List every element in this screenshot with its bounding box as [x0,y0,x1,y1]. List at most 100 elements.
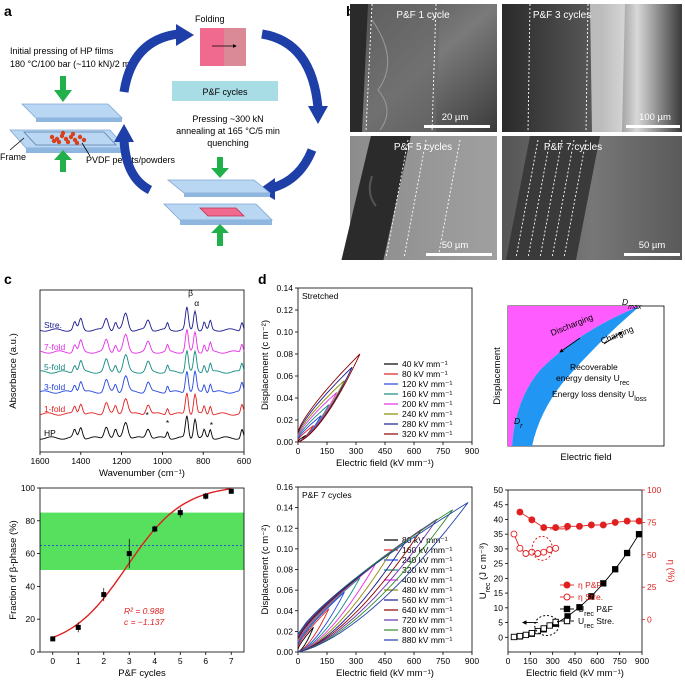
beta-ytick-label: 80 [26,516,36,526]
frame-leader [9,137,25,151]
cycle-arrowhead-bottom-right-icon [258,178,275,200]
initial-pressing-line2: 180 °C/100 bar (~110 kN)/2 min [10,59,137,69]
schem-recoverable-line2: energy density Urec [556,373,630,387]
ftir-series-line [39,369,245,394]
ftir-series-label: Stre. [44,320,62,330]
energy-ytick-left-label: 20 [494,573,504,583]
energy-legend-label: Urec Stre. [578,616,614,630]
energy-point [540,548,548,556]
de2-loop [297,608,330,653]
de2-loop [297,626,314,653]
energy-point [588,593,595,600]
schem-recoverable-area [508,306,640,446]
initial-pressing-line1: Initial pressing of HP films [10,46,114,56]
beta-fit-r2: R² = 0.988 [124,606,164,616]
de2-legend-label: 640 kV mm⁻¹ [402,605,452,615]
press2-bottom-plate-edge [180,220,272,225]
energy-ytick-left-label: 10 [494,603,504,613]
de2-ytick-label: 0.04 [276,606,293,616]
energy-ytick-left-label: 25 [494,559,504,569]
energy-xtick-label: 900 [635,656,649,666]
sem-4-scalebar [624,253,680,256]
ftir-series-label: 5-fold [44,362,66,372]
sem-2-title: P&F 3 cycles [533,10,591,21]
sem-2-scale: 100 µm [639,112,671,123]
energy-ytick-right-label: 25 [647,582,657,592]
energy-xtick-label: 0 [506,656,511,666]
ftir-annotation: * [145,410,149,420]
energy-point [587,521,595,529]
energy-eta-ellipse [531,535,553,561]
energy-legend-marker [563,581,571,589]
energy-point [528,629,535,637]
energy-point [635,517,643,525]
de2-loop [297,577,361,653]
sem-1-title: P&F 1 cycle [396,10,450,21]
sem-image-1: P&F 1 cycle 20 µm [350,3,497,133]
beta-point [228,488,234,494]
beta-xtick-label: 1 [76,656,81,666]
beta-xtick-label: 5 [178,656,183,666]
beta-ytick-label: 100 [21,483,35,493]
de1-xlabel: Electric field (kV mm⁻¹) [336,458,434,469]
de1-legend-label: 280 kV mm⁻¹ [402,419,452,429]
schem-xlabel: Electric field [560,452,611,463]
de2-ytick-label: 0.14 [276,503,293,513]
de1-ytick-label: 0.00 [276,437,293,447]
de1-ytick-label: 0.06 [276,371,293,381]
beta-xtick-label: 6 [203,656,208,666]
de1-xtick-label: 600 [407,446,421,456]
de2-ytick-label: 0.16 [276,482,293,492]
panel-b: b P&F 1 cycle 20 µm P&F 3 cycles 100 µm [341,3,682,260]
energy-point [546,622,553,629]
de2-legend-label: 800 kV mm⁻¹ [402,625,452,635]
energy-point [623,517,631,525]
energy-point [516,508,524,516]
cycle-arrowhead-top-left-icon [176,24,194,46]
de1-legend-label: 120 kV mm⁻¹ [402,379,452,389]
de2-loop [297,591,345,653]
sem-3-scale: 50 µm [442,240,469,251]
de2-ytick-label: 0.10 [276,544,293,554]
ftir-xtick-label: 1600 [31,456,50,466]
de1-legend-label: 240 kV mm⁻¹ [402,409,452,419]
press2-top-plate-edge [184,193,270,197]
beta-frame [39,487,245,653]
sem-2-scalebar [626,125,680,128]
sem-3-title: P&F 5 cycles [394,142,452,153]
ftir-series-label: 7-fold [44,342,66,352]
energy-xtick-label: 750 [613,656,627,666]
energy-ytick-left-label: 15 [494,588,504,598]
energy-point [564,522,572,530]
ftir-series-line [39,329,245,354]
top-plate-edge [36,118,122,122]
beta-ytick-label: 40 [26,581,36,591]
de2-ytick-label: 0.06 [276,585,293,595]
beta-xtick-label: 0 [50,656,55,666]
energy-legend-label: η Stre. [578,592,603,602]
energy-point [510,530,518,538]
beta-point [101,592,107,598]
energy-legend-marker [563,605,571,613]
energy-point [516,632,524,640]
de2-legend-label: 560 kV mm⁻¹ [402,595,452,605]
ftir-xtick-label: 1200 [112,456,131,466]
frame-outline [23,131,117,146]
sem-3-scalebar [426,253,492,256]
energy-point [623,549,631,557]
ftir-annotation: * [166,418,170,428]
panel-d-label: d [258,271,267,287]
energy-ytick-left-label: 30 [494,544,504,554]
cycle-arrowhead-top-right-icon [308,106,328,124]
sem-1-scalebar [424,125,490,128]
beta-ytick-label: 60 [26,549,36,559]
de2-legend-label: 320 kV mm⁻¹ [402,565,452,575]
ftir-xlabel: Wavenumber (cm⁻¹) [99,468,185,479]
de1-ylabel: Displacement (c m⁻²) [260,320,271,410]
energy-point [611,518,619,526]
ftir-series-line [40,415,245,440]
cycle-arrow-bottom-right [270,148,317,193]
schem-dmax-label: Dmax [622,297,642,311]
schem-recoverable-line1: Recoverable [570,362,618,372]
